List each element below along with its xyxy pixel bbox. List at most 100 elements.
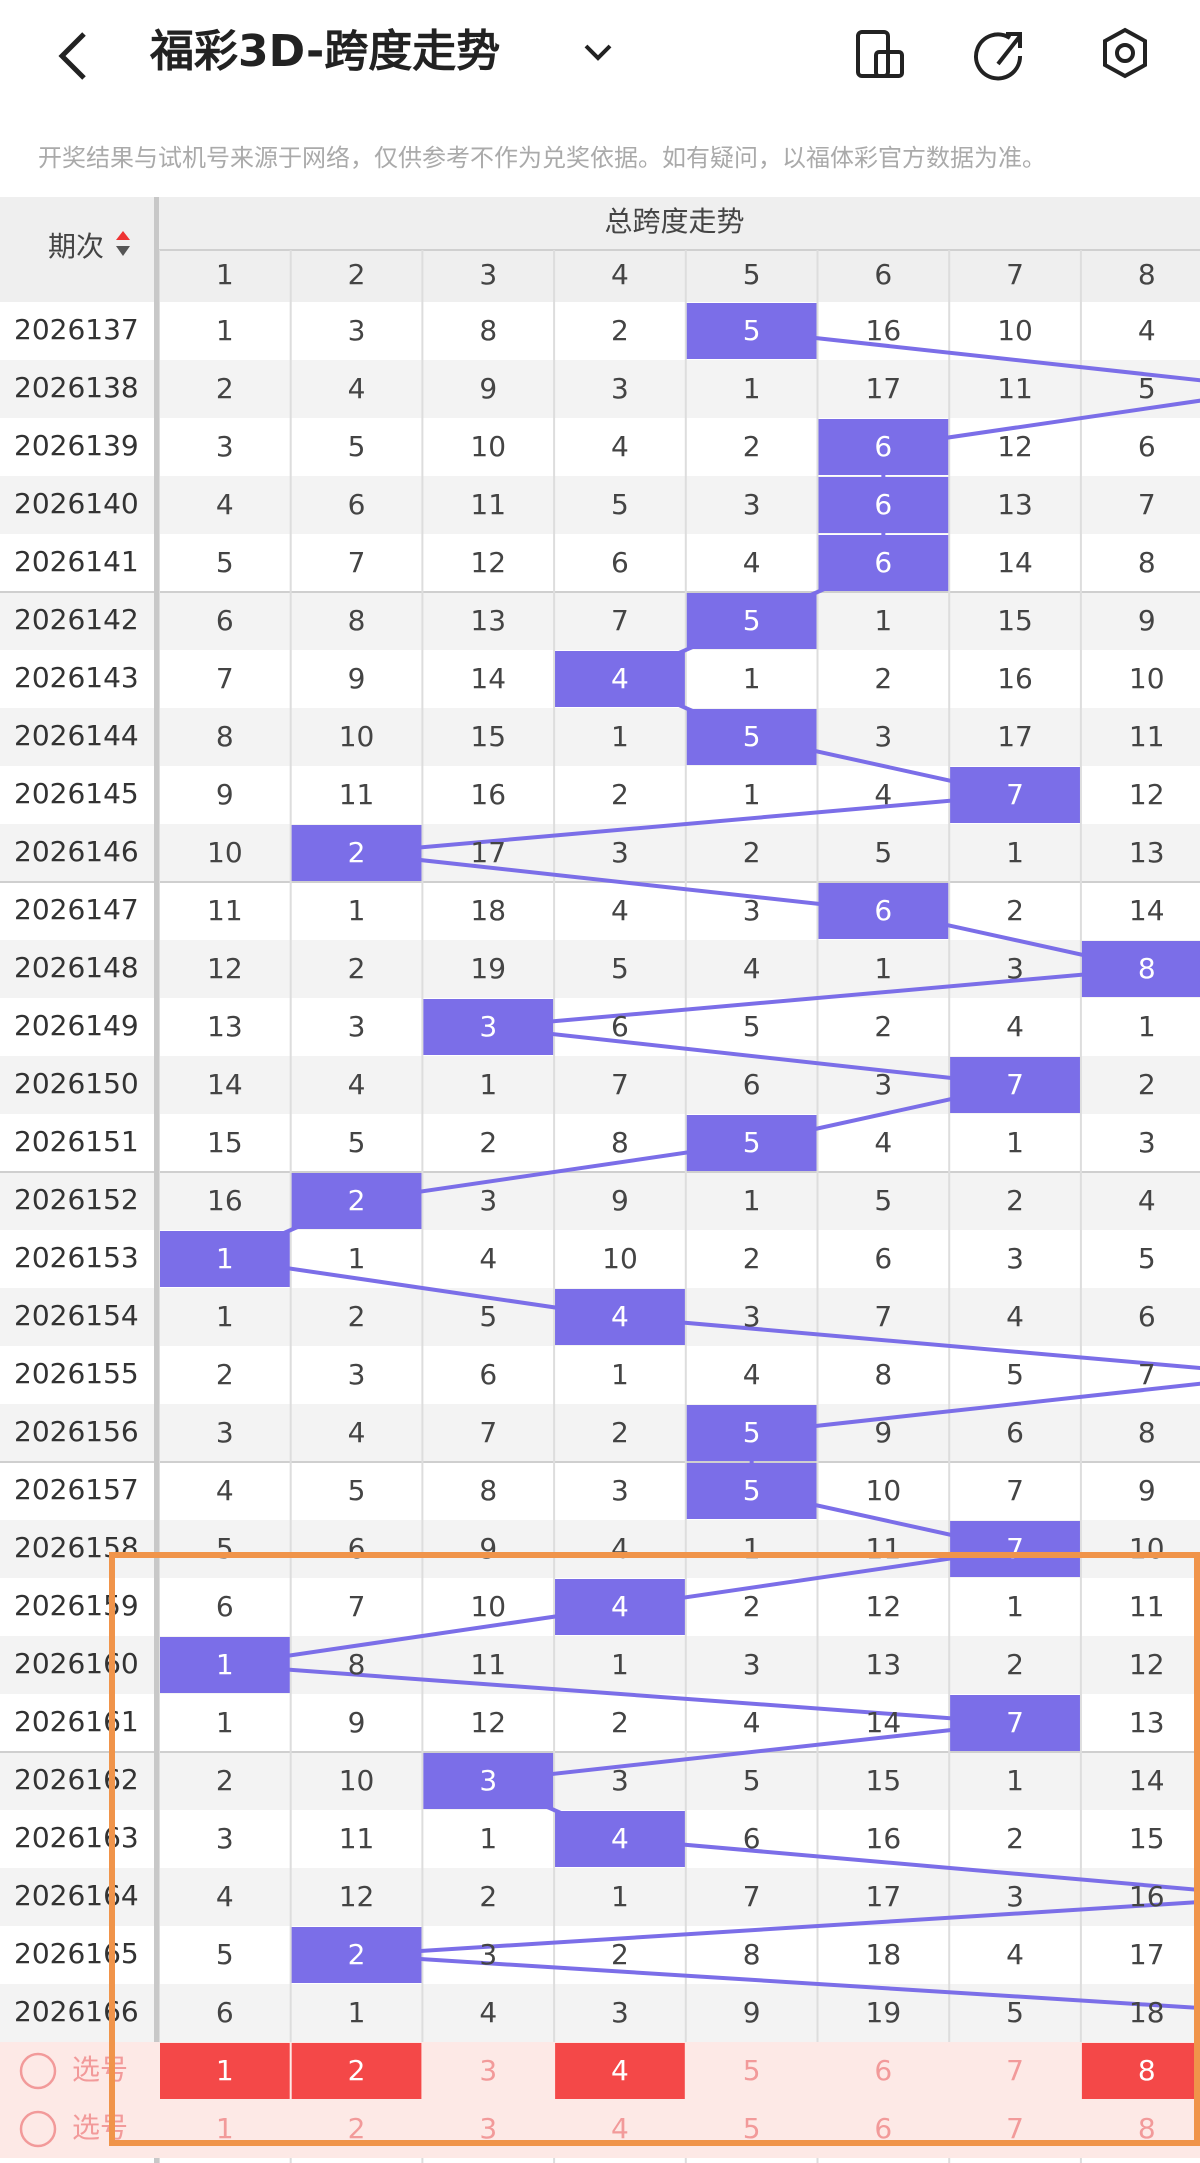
trend-line (619, 1837, 1200, 1892)
cell-value: 7 (348, 1590, 366, 1623)
cell-value: 9 (874, 1416, 892, 1449)
select-number[interactable]: 6 (874, 2112, 892, 2145)
cell-value: 13 (1129, 836, 1165, 869)
select-number[interactable]: 8 (1138, 2112, 1156, 2145)
cell-value: 14 (1129, 894, 1165, 927)
column-header: 3 (479, 258, 497, 291)
cell-value: 18 (866, 1938, 902, 1971)
cell-value: 2 (348, 1184, 366, 1217)
cell-value: 2 (348, 952, 366, 985)
cell-value: 11 (866, 1532, 902, 1565)
cell-value: 7 (1006, 778, 1024, 811)
row-bg (0, 940, 1200, 998)
cell-value: 1 (479, 1068, 497, 1101)
cell-value: 8 (874, 1358, 892, 1391)
column-header: 2 (348, 258, 366, 291)
cell-value: 4 (743, 1706, 761, 1739)
cell-value: 4 (874, 778, 892, 811)
cell-value: 2 (1006, 1822, 1024, 1855)
cell-value: 12 (1129, 1648, 1165, 1681)
period: 2026161 (14, 1705, 139, 1738)
cell-value: 1 (479, 1822, 497, 1855)
cell-value: 4 (611, 1300, 629, 1333)
select-number[interactable]: 4 (611, 2112, 629, 2145)
cell-value: 3 (611, 1996, 629, 2029)
period: 2026155 (14, 1357, 139, 1390)
period: 2026149 (14, 1009, 139, 1042)
page-title: 福彩3D-跨度走势 (149, 26, 500, 77)
select-number[interactable]: 6 (874, 2054, 892, 2087)
period: 2026143 (14, 661, 139, 694)
select-row-bg (0, 2100, 1200, 2158)
select-number[interactable]: 4 (611, 2054, 629, 2087)
period: 2026147 (14, 893, 139, 926)
select-radio[interactable] (19, 2052, 57, 2090)
select-number[interactable]: 1 (216, 2112, 234, 2145)
hit-cell (555, 1579, 685, 1635)
period: 2026160 (14, 1647, 139, 1680)
select-number[interactable]: 3 (479, 2112, 497, 2145)
hit-cell (423, 999, 554, 1055)
period: 2026163 (14, 1821, 139, 1854)
layout-icon[interactable] (856, 30, 904, 78)
select-number[interactable]: 2 (348, 2112, 366, 2145)
cell-value: 8 (1138, 1416, 1156, 1449)
cell-value: 1 (1138, 1010, 1156, 1043)
cell-value: 6 (874, 894, 892, 927)
column-header: 7 (1006, 258, 1024, 291)
cell-value: 4 (216, 1880, 234, 1913)
cell-value: 5 (1006, 1996, 1024, 2029)
cell-value: 8 (743, 1938, 761, 1971)
cell-value: 7 (1006, 1068, 1024, 1101)
period-divider (154, 197, 159, 2163)
cell-value: 11 (339, 1822, 375, 1855)
select-radio[interactable] (19, 2110, 57, 2148)
group-header: 总跨度走势 (604, 205, 744, 238)
cell-value: 3 (874, 1068, 892, 1101)
cell-value: 10 (866, 1474, 902, 1507)
hit-cell (291, 825, 422, 881)
cell-value: 13 (997, 488, 1033, 521)
select-number[interactable]: 3 (479, 2054, 497, 2087)
select-number[interactable]: 1 (216, 2054, 234, 2087)
trend-line (224, 1257, 621, 1319)
cell-value: 3 (743, 1300, 761, 1333)
select-number[interactable]: 5 (743, 2112, 761, 2145)
select-number[interactable]: 8 (1138, 2054, 1156, 2087)
hit-cell (160, 1637, 290, 1693)
cell-value: 10 (997, 314, 1033, 347)
cell-value: 1 (1006, 836, 1024, 869)
select-number[interactable]: 5 (743, 2054, 761, 2087)
select-number[interactable]: 7 (1006, 2112, 1024, 2145)
cell-value: 5 (611, 952, 629, 985)
cell-value: 1 (216, 1242, 234, 1275)
title-dropdown[interactable] (584, 44, 612, 61)
hit-cell (950, 767, 1080, 823)
cell-value: 2 (348, 1938, 366, 1971)
back-button[interactable] (58, 32, 86, 80)
cell-value: 5 (348, 1126, 366, 1159)
cell-value: 3 (479, 1184, 497, 1217)
cell-value: 5 (479, 1300, 497, 1333)
select-number[interactable]: 7 (1006, 2054, 1024, 2087)
share-icon[interactable] (974, 32, 1023, 81)
cell-value: 3 (611, 1764, 629, 1797)
period: 2026158 (14, 1531, 139, 1564)
hit-cell (555, 651, 685, 707)
cell-value: 5 (216, 546, 234, 579)
cell-value: 2 (743, 1242, 761, 1275)
trend-line (356, 851, 884, 913)
cell-value: 11 (1129, 720, 1165, 753)
select-number[interactable]: 2 (348, 2054, 366, 2087)
cell-value: 5 (743, 1474, 761, 1507)
cell-value: 2 (611, 1706, 629, 1739)
hit-cell (291, 1927, 422, 1983)
cell-value: 3 (611, 1474, 629, 1507)
cell-value: 5 (348, 430, 366, 463)
settings-icon[interactable] (1103, 27, 1147, 79)
period: 2026138 (14, 371, 139, 404)
cell-value: 18 (1129, 1996, 1165, 2029)
cell-value: 6 (874, 1242, 892, 1275)
cell-value: 9 (348, 662, 366, 695)
cell-value: 5 (874, 1184, 892, 1217)
